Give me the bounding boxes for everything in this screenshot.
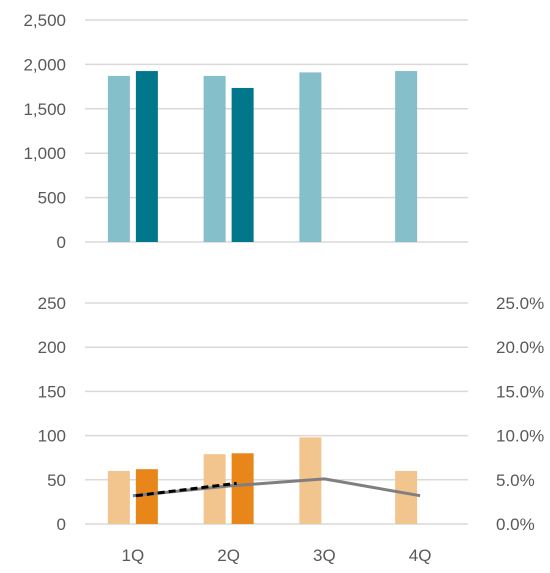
bottom-x-tick-label: 1Q [122,546,145,565]
bottom-y2-tick-label: 10.0% [496,427,544,446]
bottom-x-tick-label: 4Q [409,546,432,565]
top-y-tick-label: 0 [57,233,66,252]
bottom-y2-tick-label: 0.0% [496,515,535,534]
bottom-y-tick-label: 100 [38,427,66,446]
bottom-y2-tick-label: 5.0% [496,471,535,490]
bottom-line-series-1 [132,477,421,498]
top-y-tick-label: 2,000 [23,55,66,74]
bottom-bar-s1-1Q [107,470,130,524]
bottom-x-tick-label: 2Q [217,546,240,565]
bottom-y-tick-label: 250 [38,294,66,313]
bottom-y-tick-label: 200 [38,338,66,357]
bottom-y-tick-label: 0 [57,515,66,534]
bottom-y-tick-label: 50 [47,471,66,490]
bottom-bar-s1-2Q [203,454,226,524]
bottom-line-series-2 [135,481,237,498]
top-bar-s1-2Q [203,75,226,242]
bottom-y2-tick-label: 20.0% [496,338,544,357]
top-y-tick-label: 1,000 [23,144,66,163]
bottom-y-tick-label: 150 [38,382,66,401]
top-bar-s1-4Q [395,71,418,242]
top-y-tick-label: 500 [38,189,66,208]
top-bar-s2-1Q [135,71,158,242]
bottom-bar-s2-1Q [135,469,158,524]
bottom-y2-tick-label: 15.0% [496,382,544,401]
top-bar-s1-1Q [107,75,130,242]
bottom-bar-s1-4Q [395,470,418,524]
top-bar-s2-2Q [231,87,254,242]
top-y-tick-label: 2,500 [23,11,66,30]
bottom-x-tick-label: 3Q [313,546,336,565]
top-bar-s1-3Q [299,72,322,242]
top-y-tick-label: 1,500 [23,100,66,119]
bottom-y2-tick-label: 25.0% [496,294,544,313]
bottom-bar-s2-2Q [231,453,254,524]
